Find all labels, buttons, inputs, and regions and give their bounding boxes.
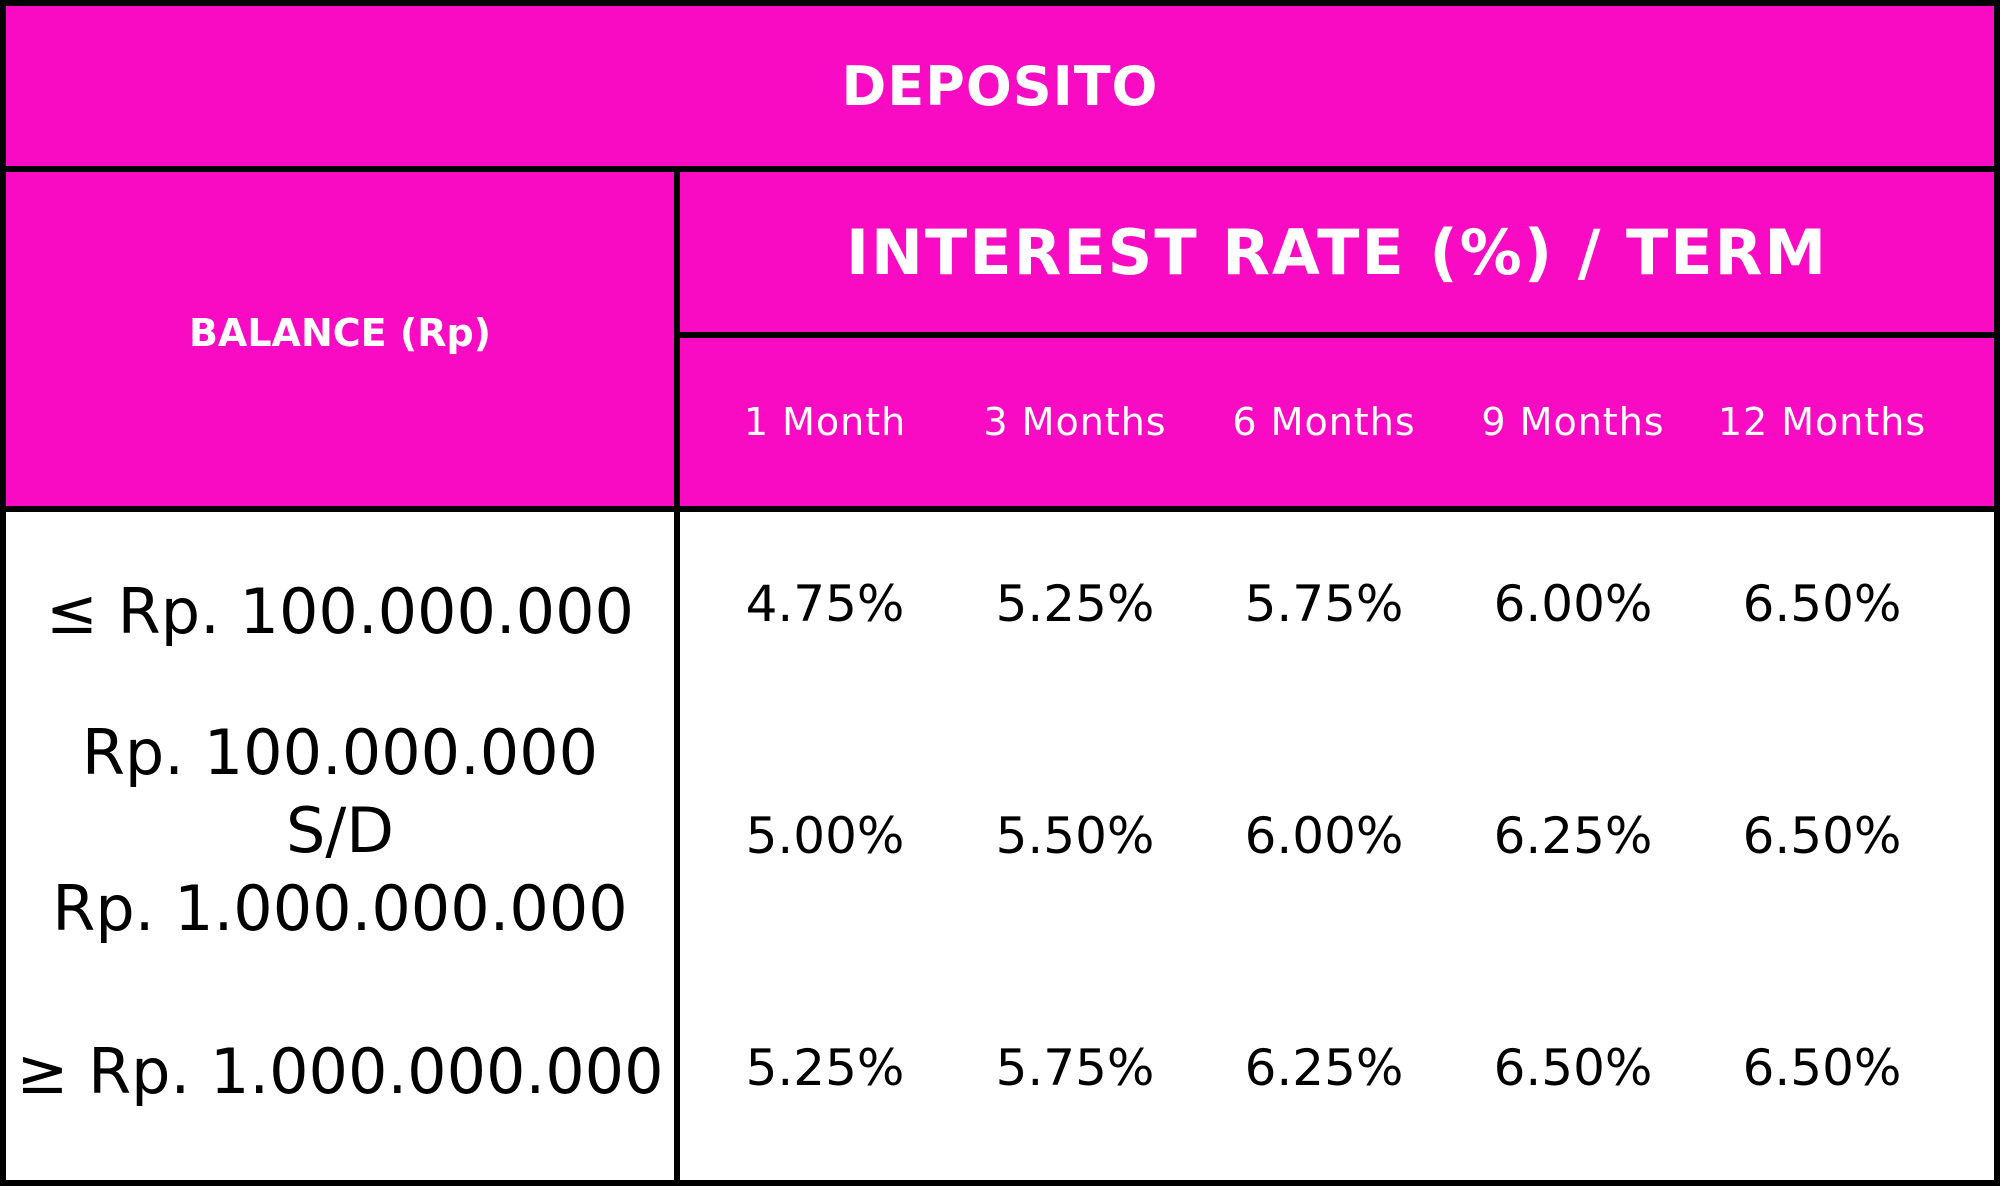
balance-column: ≤ Rp. 100.000.000 Rp. 100.000.000 S/D Rp… — [6, 512, 680, 1180]
balance-text: ≥ Rp. 1.000.000.000 — [16, 1035, 664, 1108]
rate-cell: 5.75% — [995, 1039, 1155, 1097]
table-title: DEPOSITO — [841, 54, 1159, 118]
rate-cell: 5.75% — [1244, 575, 1404, 633]
balance-cell-row-3: ≥ Rp. 1.000.000.000 — [6, 1022, 674, 1122]
rate-cell: 6.50% — [1742, 807, 1902, 865]
table-title-band: DEPOSITO — [6, 6, 1994, 172]
balance-text: ≤ Rp. 100.000.000 — [46, 575, 634, 648]
rate-cell: 5.00% — [745, 807, 905, 865]
rate-cell: 5.25% — [745, 1039, 905, 1097]
rate-cell: 6.50% — [1742, 575, 1902, 633]
term-header-row: 1 Month 3 Months 6 Months 9 Months 12 Mo… — [680, 338, 1994, 512]
balance-text: Rp. 1.000.000.000 — [52, 872, 628, 945]
term-header-12-months: 12 Months — [1717, 400, 1927, 444]
rate-cell: 6.00% — [1244, 807, 1404, 865]
balance-cell-row-1: ≤ Rp. 100.000.000 — [6, 562, 674, 662]
term-header-6-months: 6 Months — [1232, 400, 1416, 444]
rate-cell: 6.50% — [1742, 1039, 1902, 1097]
balance-column-header: BALANCE (Rp) — [6, 172, 680, 512]
balance-header-label: BALANCE (Rp) — [188, 311, 492, 355]
balance-text: S/D — [286, 794, 394, 867]
interest-rate-header-label: INTEREST RATE (%) / TERM — [845, 215, 1829, 289]
rate-cell: 5.50% — [995, 807, 1155, 865]
rate-cell: 6.25% — [1493, 807, 1653, 865]
balance-text: Rp. 100.000.000 — [81, 716, 599, 789]
rate-cell: 4.75% — [745, 575, 905, 633]
term-header-1-month: 1 Month — [743, 400, 907, 444]
term-header-3-months: 3 Months — [983, 400, 1167, 444]
term-header-9-months: 9 Months — [1481, 400, 1665, 444]
balance-cell-row-2: Rp. 100.000.000 S/D Rp. 1.000.000.000 — [6, 714, 674, 948]
rate-cell: 6.25% — [1244, 1039, 1404, 1097]
rate-cell: 5.25% — [995, 575, 1155, 633]
rate-cell: 6.50% — [1493, 1039, 1653, 1097]
interest-rate-header: INTEREST RATE (%) / TERM — [680, 172, 1994, 338]
rate-cell: 6.00% — [1493, 575, 1653, 633]
